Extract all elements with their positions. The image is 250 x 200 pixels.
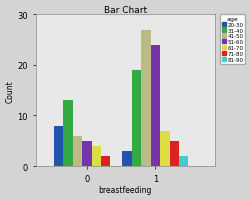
Bar xyxy=(131,71,141,166)
X-axis label: breastfeeding: breastfeeding xyxy=(98,186,152,194)
Legend: 20-30, 31-40, 41-50, 51-60, 61-70, 71-80, 81-90: 20-30, 31-40, 41-50, 51-60, 61-70, 71-80… xyxy=(219,15,244,64)
Bar xyxy=(122,151,131,166)
Bar xyxy=(82,141,91,166)
Bar xyxy=(178,156,188,166)
Bar xyxy=(101,156,110,166)
Bar xyxy=(54,126,63,166)
Bar xyxy=(91,146,101,166)
Bar xyxy=(150,45,160,166)
Title: Bar Chart: Bar Chart xyxy=(104,6,146,14)
Bar xyxy=(72,136,82,166)
Bar xyxy=(63,101,72,166)
Bar xyxy=(169,141,178,166)
Bar xyxy=(141,30,150,166)
Y-axis label: Count: Count xyxy=(6,79,15,102)
Bar xyxy=(160,131,169,166)
